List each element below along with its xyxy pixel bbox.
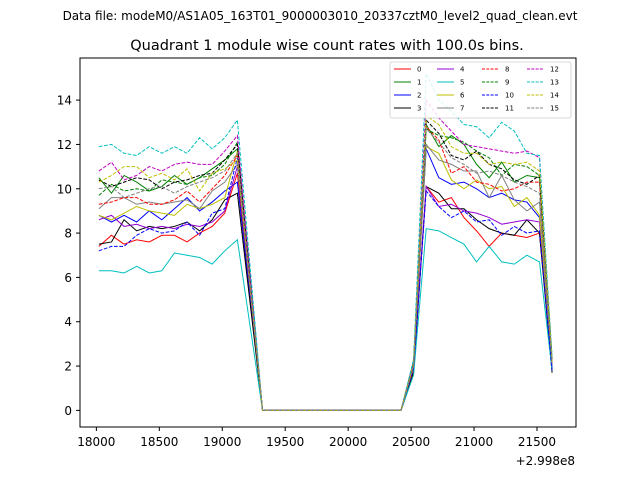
series-line-8 <box>98 125 553 411</box>
legend-label-8: 8 <box>505 66 509 74</box>
y-axis: 0 2 4 6 8 10 12 14 <box>57 94 80 418</box>
plot-area <box>79 57 577 428</box>
legend-label-10: 10 <box>505 92 514 100</box>
x-tick-label: 20500 <box>392 435 430 449</box>
legend-label-6: 6 <box>460 92 465 100</box>
legend-label-2: 2 <box>417 92 421 100</box>
x-tick-label: 18000 <box>77 435 115 449</box>
legend-label-4: 4 <box>460 66 465 74</box>
figure-suptitle: Data file: modeM0/AS1A05_163T01_90000030… <box>63 9 578 23</box>
x-tick-label: 19500 <box>266 435 304 449</box>
legend-label-11: 11 <box>505 105 514 113</box>
series-layer <box>98 73 553 411</box>
x-axis: 18000 18500 19000 19500 20000 20500 21000 21500 <box>77 427 556 449</box>
axes-frame <box>79 57 577 428</box>
x-axis-offset-label: +2.998e8 <box>516 454 575 468</box>
legend-label-1: 1 <box>417 79 421 87</box>
x-tick-label: 19000 <box>203 435 241 449</box>
legend-label-15: 15 <box>550 105 559 113</box>
x-tick-label: 20000 <box>329 435 367 449</box>
y-tick-label: 10 <box>57 182 72 196</box>
x-tick-label: 21000 <box>455 435 493 449</box>
y-tick-label: 2 <box>64 360 72 374</box>
y-tick-label: 6 <box>64 271 72 285</box>
legend-label-0: 0 <box>417 66 421 74</box>
x-tick-label: 21500 <box>518 435 556 449</box>
y-tick-label: 14 <box>57 94 72 108</box>
legend-frame <box>389 61 572 119</box>
series-line-13 <box>98 73 553 411</box>
legend-label-3: 3 <box>417 105 421 113</box>
legend-label-12: 12 <box>550 66 559 74</box>
series-line-11 <box>98 118 553 411</box>
legend-label-7: 7 <box>460 105 464 113</box>
legend-label-14: 14 <box>550 92 559 100</box>
legend-label-5: 5 <box>460 79 464 87</box>
y-tick-label: 12 <box>57 138 72 152</box>
legend-label-9: 9 <box>505 79 509 87</box>
y-tick-label: 4 <box>64 315 72 329</box>
legend-label-13: 13 <box>550 79 559 87</box>
series-line-15 <box>98 127 553 411</box>
y-tick-label: 8 <box>64 227 72 241</box>
x-tick-label: 18500 <box>140 435 178 449</box>
y-tick-label: 0 <box>64 404 72 418</box>
chart-title: Quadrant 1 module wise count rates with … <box>130 38 524 54</box>
